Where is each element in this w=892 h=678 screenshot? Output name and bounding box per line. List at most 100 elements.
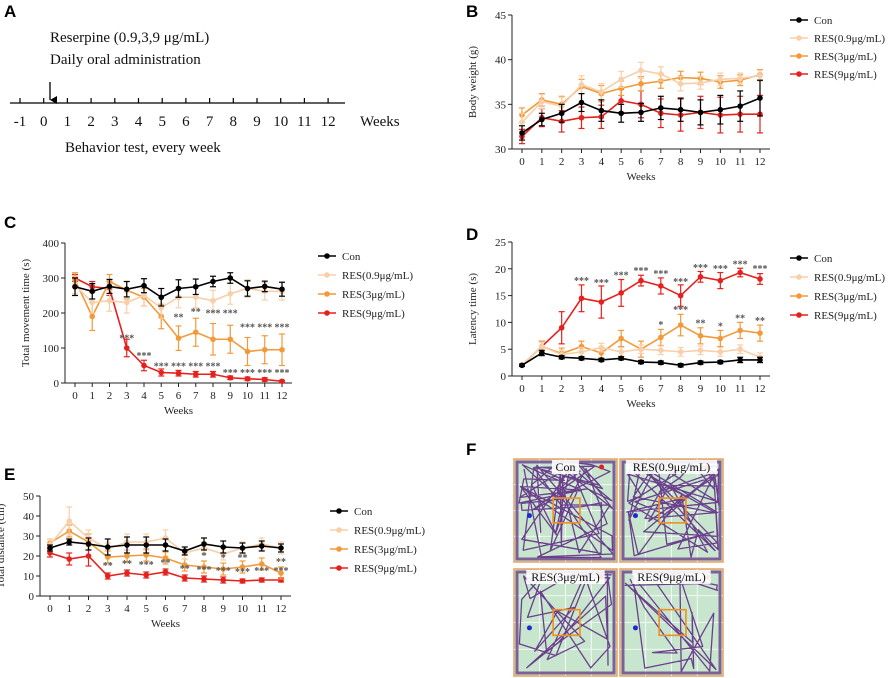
panel-a-title-line1: Reserpine (0.9,3,9 μg/mL) — [50, 30, 209, 46]
x-tick-label: 3 — [579, 383, 585, 395]
data-point — [618, 335, 624, 342]
data-point — [89, 288, 96, 295]
data-point — [158, 369, 165, 376]
data-point — [181, 548, 188, 554]
legend-label: RES(3μg/mL) — [814, 51, 877, 63]
data-point — [192, 294, 199, 301]
x-tick-label: 12 — [276, 603, 287, 615]
data-point — [638, 359, 644, 365]
legend-marker — [796, 255, 802, 261]
data-point — [141, 292, 147, 299]
significance-mark: ** — [755, 316, 765, 327]
data-point — [227, 290, 234, 297]
data-point — [210, 336, 216, 343]
y-tick-label: 30 — [23, 531, 35, 543]
data-point — [658, 105, 664, 111]
data-point — [539, 116, 545, 123]
x-tick-label: 9 — [698, 383, 704, 395]
legend-label: RES(9μg/mL) — [354, 563, 417, 575]
significance-mark: *** — [733, 260, 748, 271]
data-point — [123, 286, 130, 293]
arena-title: RES(3μg/mL) — [531, 570, 599, 584]
panel-c-letter: C — [4, 213, 16, 232]
data-point — [66, 518, 73, 524]
data-point — [638, 109, 644, 116]
significance-mark: *** — [206, 309, 221, 320]
data-point — [192, 371, 199, 378]
data-point — [618, 290, 624, 296]
data-point — [539, 98, 545, 105]
y-tick-label: 25 — [495, 237, 507, 249]
significance-mark: *** — [673, 305, 688, 316]
legend-marker — [796, 17, 802, 23]
x-tick-label: 6 — [638, 383, 644, 395]
data-point — [677, 292, 684, 299]
data-point — [239, 545, 246, 551]
x-axis-label: Weeks — [626, 398, 655, 410]
data-point — [162, 569, 169, 575]
data-point — [279, 286, 285, 293]
arena-title-bg — [625, 460, 718, 474]
significance-mark: *** — [197, 565, 212, 576]
center-zone — [658, 608, 687, 637]
x-tick-label: 9 — [228, 390, 234, 402]
significance-mark: *** — [257, 368, 272, 379]
legend-label: Con — [814, 15, 833, 27]
data-point — [737, 327, 743, 334]
center-zone — [552, 608, 581, 637]
x-tick-label: 5 — [144, 603, 150, 615]
x-tick-label: 6 — [163, 603, 169, 615]
x-tick-label: 0 — [72, 390, 78, 402]
data-point — [539, 343, 545, 350]
significance-mark: *** — [223, 368, 238, 379]
significance-mark: *** — [254, 566, 269, 577]
x-tick-label: 1 — [67, 603, 73, 615]
data-point — [244, 285, 251, 292]
y-tick-label: 10 — [23, 571, 35, 583]
panel-e-letter: E — [4, 465, 15, 484]
legend-label: RES(0.9μg/mL) — [814, 272, 885, 284]
x-tick-label: 7 — [182, 603, 188, 615]
significance-mark: ** — [735, 313, 745, 324]
legend-marker — [796, 274, 802, 280]
legend-label: RES(0.9μg/mL) — [354, 525, 425, 537]
data-point — [162, 555, 169, 561]
legend-label: Con — [354, 506, 373, 518]
y-tick-label: 0 — [29, 591, 35, 603]
timeline-tick-label: 10 — [273, 114, 288, 130]
x-tick-label: 10 — [715, 156, 727, 168]
timeline-tick-label: 2 — [87, 114, 95, 130]
data-point — [210, 371, 216, 378]
data-point — [124, 542, 130, 548]
significance-mark: *** — [235, 567, 250, 578]
data-point — [519, 362, 525, 369]
x-tick-label: 4 — [599, 383, 605, 395]
data-point — [143, 542, 150, 548]
data-point — [558, 354, 565, 361]
data-point — [598, 107, 605, 114]
x-tick-label: 3 — [105, 603, 111, 615]
panel-a-subtitle: Behavior test, every week — [65, 140, 221, 156]
data-point — [618, 355, 624, 362]
data-point — [175, 285, 182, 292]
x-tick-label: 12 — [277, 390, 288, 402]
data-point — [697, 359, 704, 366]
data-point — [162, 542, 169, 548]
panel-f: F Con RES(0.9μg/mL) RES(3μg/mL) RES(9μg/mL) — [466, 440, 724, 677]
x-tick-label: 8 — [210, 390, 216, 402]
data-point — [737, 269, 743, 276]
arena-2: RES(0.9μg/mL) — [619, 458, 724, 563]
legend-marker — [336, 565, 342, 571]
data-point — [677, 106, 684, 113]
y-tick-label: 40 — [495, 55, 507, 67]
data-point — [227, 374, 234, 381]
data-point — [717, 76, 724, 83]
significance-mark: *** — [154, 362, 169, 373]
x-tick-label: 9 — [221, 603, 227, 615]
panel-d-letter: D — [466, 225, 478, 244]
y-tick-label: 300 — [43, 273, 60, 285]
data-point — [658, 71, 664, 77]
data-point — [175, 335, 182, 342]
